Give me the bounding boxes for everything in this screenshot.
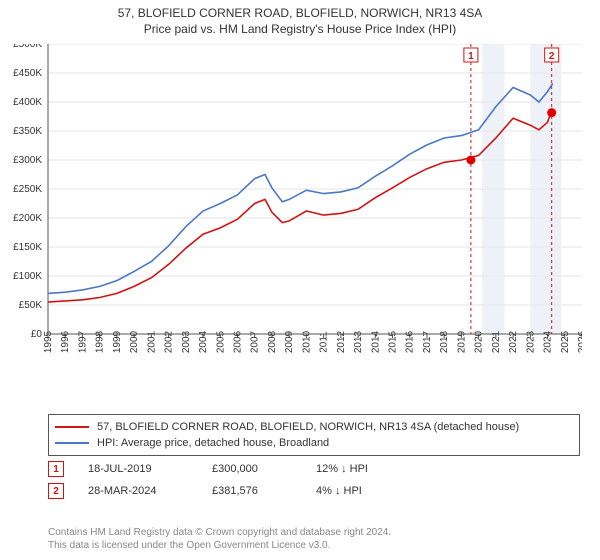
marker-badge-1: 1 — [48, 461, 64, 477]
svg-text:£350K: £350K — [13, 126, 42, 137]
legend-label: 57, BLOFIELD CORNER ROAD, BLOFIELD, NORW… — [97, 421, 519, 433]
svg-text:£0: £0 — [31, 329, 43, 340]
svg-text:£100K: £100K — [13, 271, 42, 282]
svg-text:£50K: £50K — [19, 300, 43, 311]
svg-text:£300K: £300K — [13, 155, 42, 166]
chart-title-line1: 57, BLOFIELD CORNER ROAD, BLOFIELD, NORW… — [0, 6, 600, 20]
marker-table: 1 18-JUL-2019 £300,000 12% ↓ HPI 2 28-MA… — [48, 458, 580, 502]
marker-date: 18-JUL-2019 — [88, 463, 188, 475]
marker-delta: 12% ↓ HPI — [316, 463, 396, 475]
legend-swatch-hpi — [55, 442, 89, 444]
legend-label: HPI: Average price, detached house, Broa… — [97, 437, 329, 449]
svg-text:£450K: £450K — [13, 68, 42, 79]
svg-text:£150K: £150K — [13, 242, 42, 253]
price-chart: £0£50K£100K£150K£200K£250K£300K£350K£400… — [48, 44, 582, 374]
svg-text:£400K: £400K — [13, 97, 42, 108]
attribution-line: This data is licensed under the Open Gov… — [48, 539, 580, 552]
marker-row: 2 28-MAR-2024 £381,576 4% ↓ HPI — [48, 480, 580, 502]
svg-text:£200K: £200K — [13, 213, 42, 224]
legend-swatch-price-paid — [55, 426, 89, 428]
marker-delta: 4% ↓ HPI — [316, 485, 396, 497]
marker-price: £381,576 — [212, 485, 292, 497]
marker-row: 1 18-JUL-2019 £300,000 12% ↓ HPI — [48, 458, 580, 480]
svg-text:2: 2 — [549, 51, 555, 62]
marker-price: £300,000 — [212, 463, 292, 475]
marker-date: 28-MAR-2024 — [88, 485, 188, 497]
svg-text:1: 1 — [468, 51, 474, 62]
attribution-line: Contains HM Land Registry data © Crown c… — [48, 526, 580, 539]
chart-title-line2: Price paid vs. HM Land Registry's House … — [0, 22, 600, 36]
svg-text:£250K: £250K — [13, 184, 42, 195]
attribution: Contains HM Land Registry data © Crown c… — [48, 526, 580, 552]
legend: 57, BLOFIELD CORNER ROAD, BLOFIELD, NORW… — [48, 414, 580, 456]
marker-badge-2: 2 — [48, 483, 64, 499]
svg-text:£500K: £500K — [13, 44, 42, 50]
legend-row: 57, BLOFIELD CORNER ROAD, BLOFIELD, NORW… — [55, 419, 573, 435]
legend-row: HPI: Average price, detached house, Broa… — [55, 435, 573, 451]
